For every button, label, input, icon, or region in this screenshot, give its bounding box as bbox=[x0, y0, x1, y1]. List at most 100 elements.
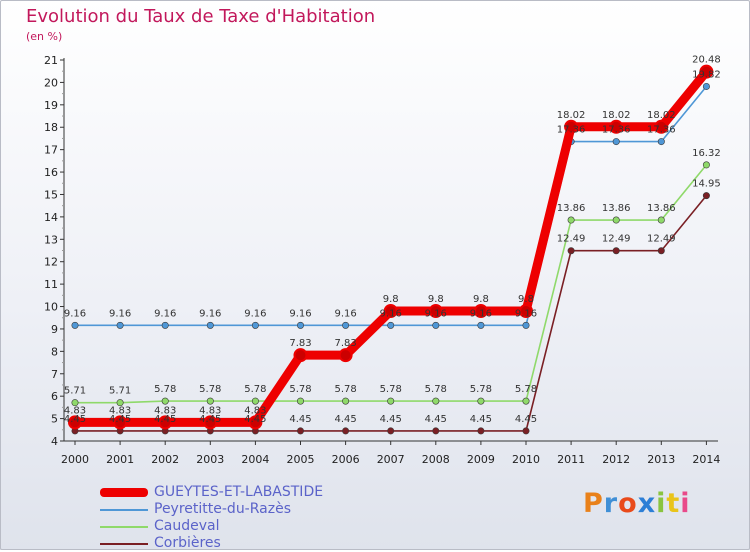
series-layer bbox=[68, 64, 714, 435]
data-point bbox=[699, 64, 714, 79]
x-tick-label: 2002 bbox=[151, 453, 179, 466]
data-point bbox=[387, 397, 395, 405]
data-point bbox=[383, 304, 398, 319]
data-point bbox=[342, 427, 350, 435]
x-tick-label: 2007 bbox=[377, 453, 405, 466]
proxiti-logo: Proxiti bbox=[583, 488, 691, 519]
data-point bbox=[477, 321, 485, 329]
y-tick-label: 14 bbox=[44, 211, 58, 224]
data-point bbox=[293, 348, 308, 363]
data-label: 9.16 bbox=[199, 308, 221, 319]
data-point bbox=[702, 192, 710, 200]
data-point bbox=[702, 82, 710, 90]
data-label: 12.49 bbox=[647, 234, 676, 245]
data-label: 5.71 bbox=[64, 386, 86, 397]
data-label: 20.48 bbox=[692, 55, 721, 66]
data-label: 13.86 bbox=[557, 203, 586, 214]
data-point bbox=[519, 304, 533, 319]
data-label: 4.83 bbox=[244, 405, 266, 416]
data-label: 17.36 bbox=[647, 125, 676, 136]
data-label: 5.78 bbox=[334, 384, 356, 395]
data-point bbox=[296, 321, 304, 329]
data-label: 17.36 bbox=[602, 125, 631, 136]
data-label: 4.83 bbox=[64, 405, 86, 416]
x-tick-label: 2006 bbox=[332, 453, 360, 466]
data-label: 5.78 bbox=[199, 384, 221, 395]
data-point bbox=[612, 138, 620, 146]
y-tick-label: 18 bbox=[44, 121, 58, 134]
legend-label: Peyretitte-du-Razès bbox=[154, 501, 291, 517]
legend-swatch-gueytes bbox=[100, 488, 148, 497]
logo-letter: t bbox=[666, 488, 681, 519]
data-label: 9.16 bbox=[154, 308, 176, 319]
data-label: 5.78 bbox=[289, 384, 311, 395]
x-tick-label: 2000 bbox=[61, 453, 89, 466]
data-label: 4.45 bbox=[109, 414, 131, 425]
logo-letter: r bbox=[603, 488, 619, 519]
data-label: 9.8 bbox=[383, 294, 399, 305]
data-point bbox=[473, 304, 488, 319]
data-label: 4.83 bbox=[199, 405, 221, 416]
data-point bbox=[522, 427, 530, 435]
data-label: 19.82 bbox=[692, 69, 721, 80]
legend-label: Corbières bbox=[154, 535, 221, 551]
data-point bbox=[432, 427, 440, 435]
legend-item-caudeval: Caudeval bbox=[100, 518, 323, 535]
data-label: 7.83 bbox=[289, 338, 311, 349]
data-point bbox=[432, 397, 440, 405]
data-label: 4.45 bbox=[244, 414, 266, 425]
data-label: 5.78 bbox=[154, 384, 176, 395]
data-point bbox=[522, 321, 530, 329]
data-label: 9.16 bbox=[109, 308, 131, 319]
data-point bbox=[68, 415, 82, 430]
data-point bbox=[654, 119, 669, 134]
data-label: 13.86 bbox=[602, 203, 631, 214]
data-label: 5.78 bbox=[425, 384, 447, 395]
y-tick-label: 7 bbox=[51, 368, 58, 381]
data-point bbox=[477, 397, 485, 405]
logo-letter: x bbox=[637, 488, 657, 519]
data-point bbox=[657, 138, 665, 146]
data-label: 17.36 bbox=[557, 125, 586, 136]
y-tick-label: 17 bbox=[44, 144, 58, 157]
data-label: 9.16 bbox=[470, 308, 492, 319]
data-label: 9.16 bbox=[515, 308, 537, 319]
data-point bbox=[567, 216, 575, 224]
y-tick-label: 20 bbox=[44, 76, 58, 89]
x-tick-label: 2004 bbox=[241, 453, 269, 466]
data-label: 13.86 bbox=[647, 203, 676, 214]
data-label: 5.78 bbox=[515, 384, 537, 395]
data-label: 16.32 bbox=[692, 148, 721, 159]
y-tick-label: 21 bbox=[44, 54, 58, 67]
legend-label: Caudeval bbox=[154, 518, 220, 534]
data-label: 9.16 bbox=[64, 308, 86, 319]
data-label: 4.45 bbox=[380, 414, 402, 425]
data-point bbox=[387, 427, 395, 435]
data-point bbox=[248, 415, 263, 430]
data-point bbox=[522, 397, 530, 405]
y-tick-label: 10 bbox=[44, 301, 58, 314]
x-tick-label: 2012 bbox=[602, 453, 630, 466]
legend-swatch-caudeval bbox=[100, 525, 148, 528]
y-tick-label: 13 bbox=[44, 233, 58, 246]
x-tick-label: 2003 bbox=[196, 453, 224, 466]
chart-title: Evolution du Taux de Taxe d'Habitation bbox=[26, 6, 376, 27]
logo-letter: i bbox=[680, 488, 691, 519]
data-label: 7.83 bbox=[334, 338, 356, 349]
data-label: 5.78 bbox=[380, 384, 402, 395]
y-tick-label: 11 bbox=[44, 278, 58, 291]
data-point bbox=[206, 397, 214, 405]
data-point bbox=[609, 119, 624, 134]
data-label: 4.45 bbox=[515, 414, 537, 425]
data-point bbox=[158, 415, 173, 430]
data-point bbox=[71, 399, 79, 407]
x-tick-label: 2008 bbox=[422, 453, 450, 466]
y-tick-label: 8 bbox=[51, 345, 58, 358]
data-label: 9.16 bbox=[289, 308, 311, 319]
unit-label: (en %) bbox=[26, 30, 63, 43]
data-label: 5.78 bbox=[244, 384, 266, 395]
x-tick-label: 2011 bbox=[557, 453, 585, 466]
y-tick-label: 5 bbox=[51, 413, 58, 426]
y-tick-label: 6 bbox=[51, 390, 58, 403]
